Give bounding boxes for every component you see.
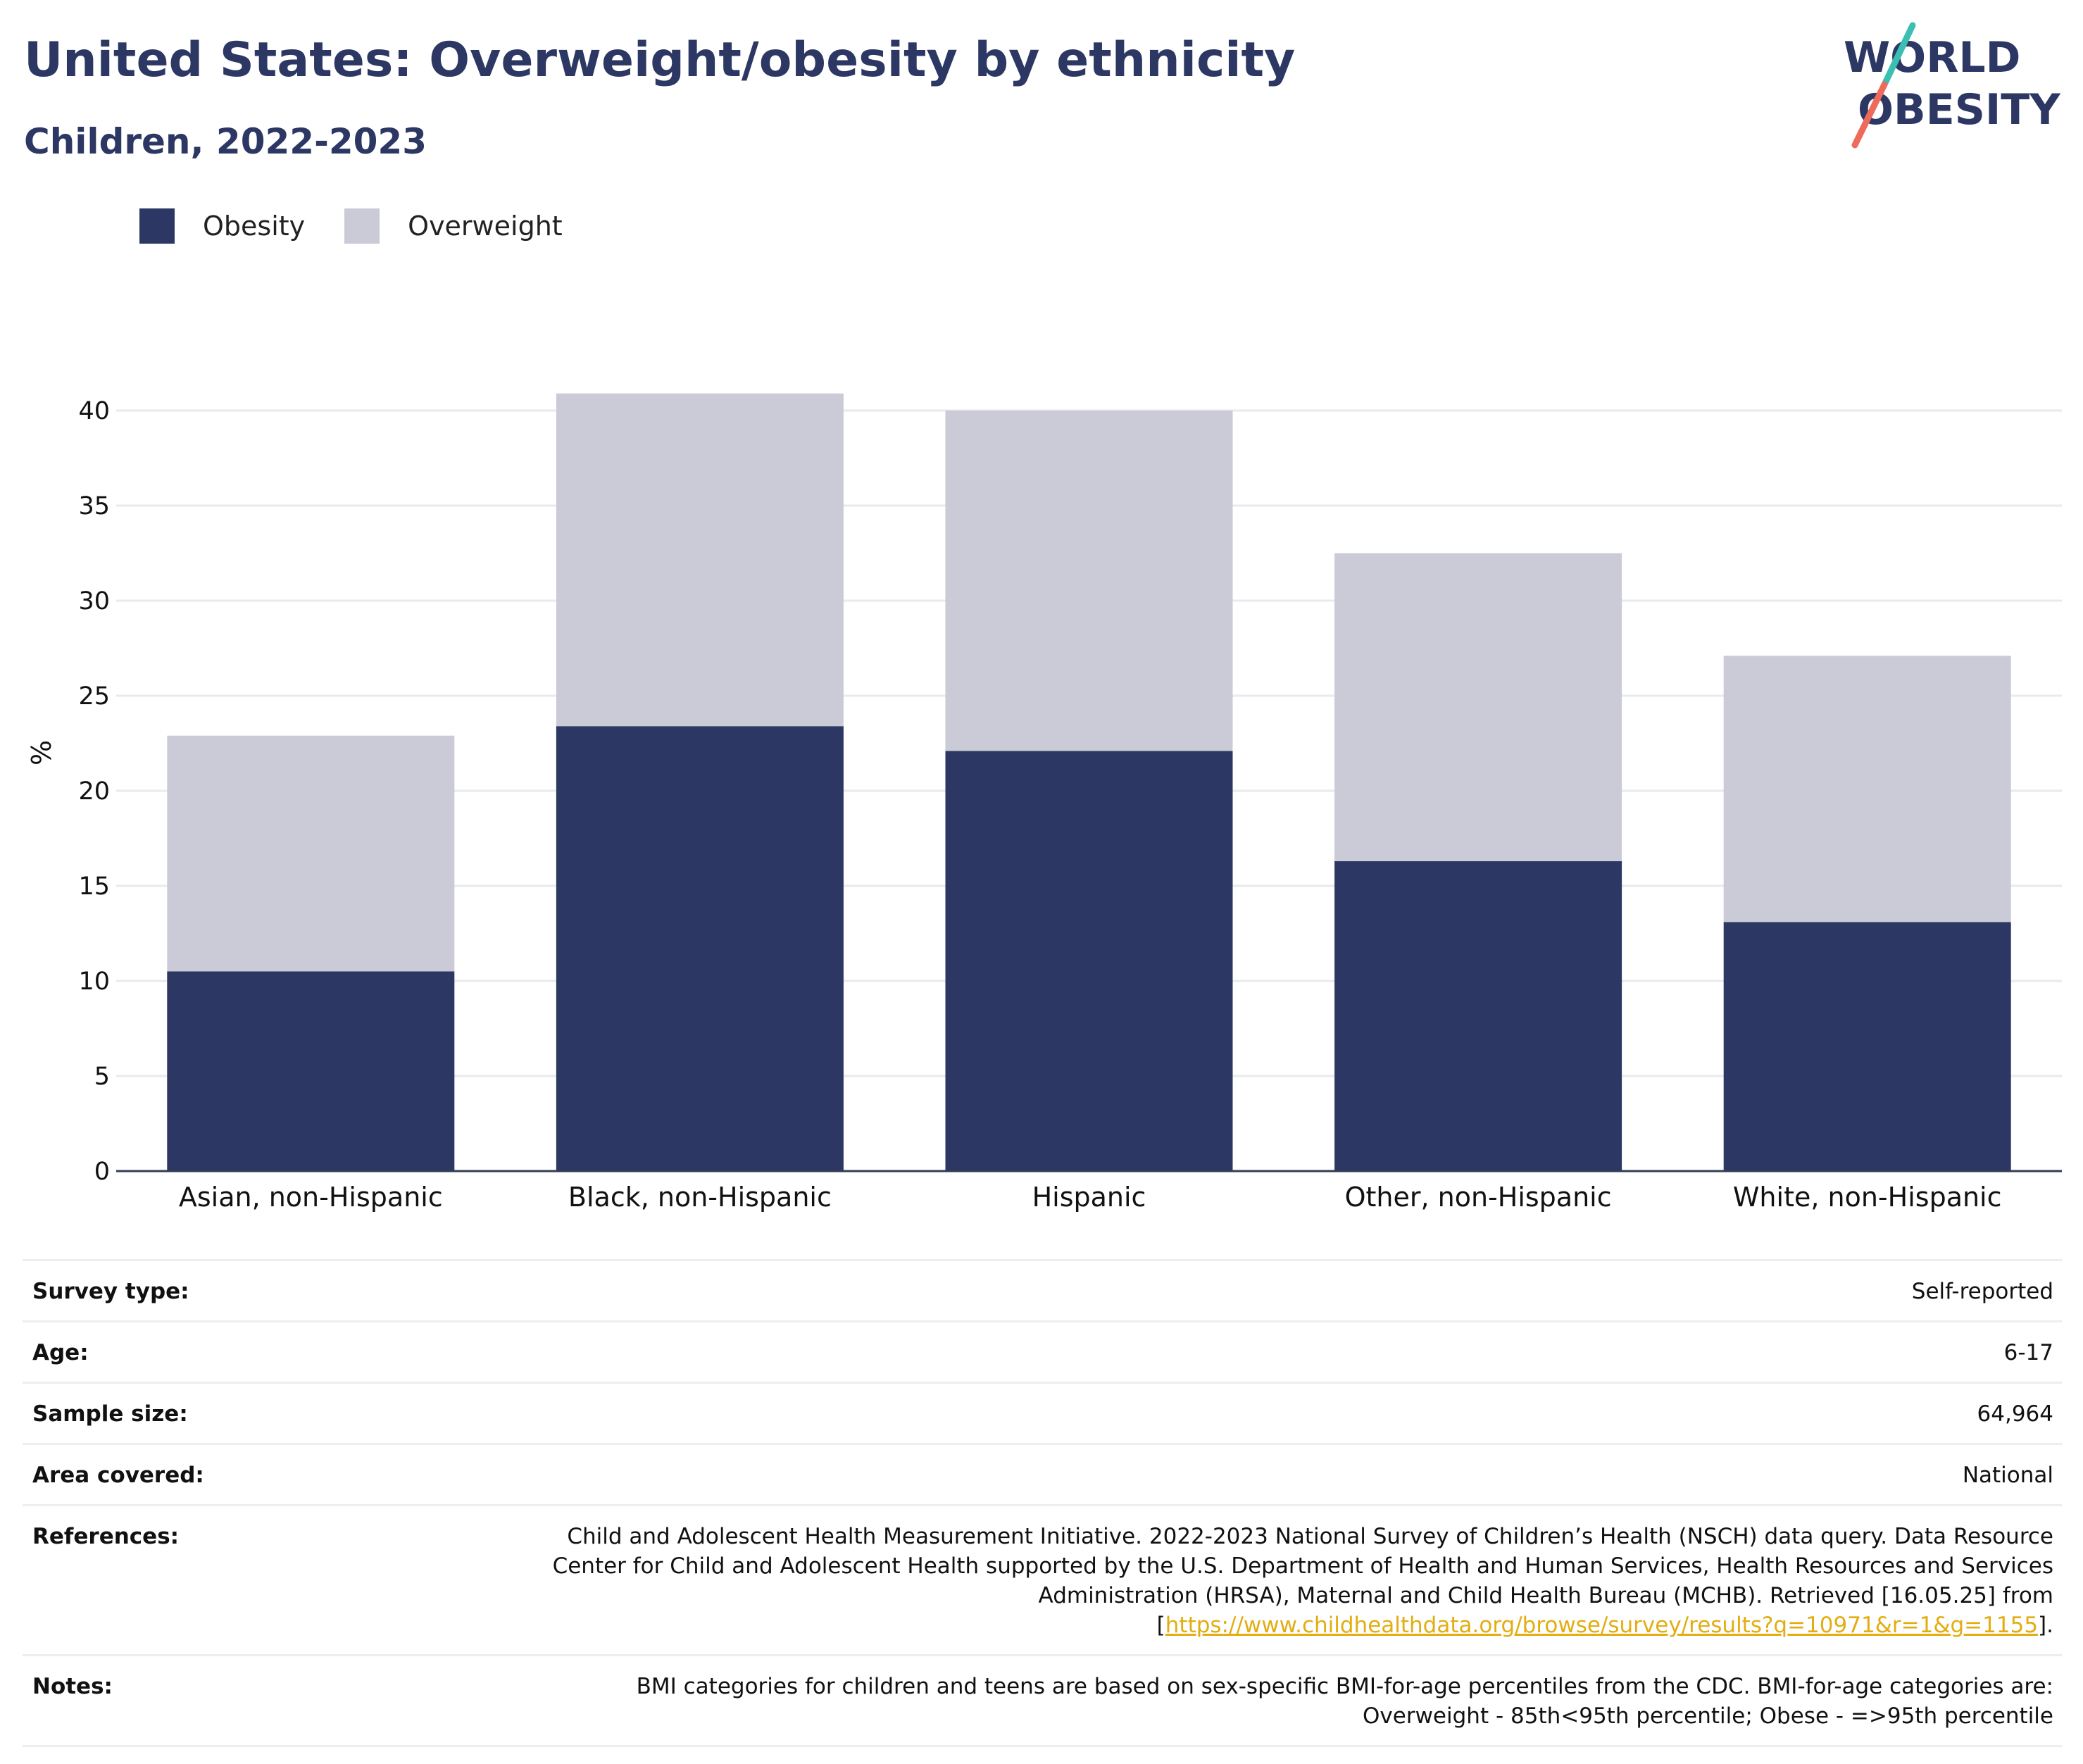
logo-line-1: WORLD — [1844, 33, 2020, 82]
legend-swatch-obesity — [139, 208, 175, 244]
bar-overweight[interactable] — [1723, 656, 2011, 922]
legend-label-obesity: Obesity — [203, 211, 306, 242]
y-tick-label: 0 — [94, 1158, 110, 1186]
x-category-label: White, non-Hispanic — [1733, 1182, 2002, 1213]
bar-obesity[interactable] — [1334, 861, 1622, 1171]
meta-row-sample-size: Sample size: 64,964 — [23, 1382, 2062, 1443]
y-tick-label: 5 — [94, 1063, 110, 1091]
meta-label-survey-type: Survey type: — [32, 1279, 189, 1304]
stacked-bar-chart: 0 5 10 15 20 25 30 35 40% Asian, non-Hispanic Blac… — [26, 393, 2062, 1213]
meta-value-notes: BMI categories for children and teens ar… — [636, 1674, 2053, 1729]
meta-value-references: Child and Adolescent Health Measurement … — [504, 1522, 2053, 1640]
logo-line-2: OBESITY — [1858, 85, 2061, 135]
bar-overweight[interactable] — [167, 735, 455, 972]
legend-label-overweight: Overweight — [408, 211, 563, 242]
meta-label-references: References: — [32, 1524, 180, 1549]
meta-value-area-covered: National — [1962, 1463, 2053, 1488]
y-tick-label: 40 — [78, 397, 110, 425]
meta-row-area-covered: Area covered: National — [23, 1443, 2062, 1504]
references-text: Child and Adolescent Health Measurement … — [552, 1524, 2053, 1638]
meta-row-references: References: Child and Adolescent Health … — [23, 1504, 2062, 1654]
bar-obesity[interactable] — [167, 971, 455, 1172]
bar-obesity[interactable] — [556, 726, 844, 1171]
meta-value-survey-type: Self-reported — [1911, 1279, 2053, 1304]
meta-value-sample-size: 64,964 — [1977, 1401, 2053, 1427]
meta-label-area-covered: Area covered: — [32, 1463, 204, 1488]
logo-slash-coral — [1851, 81, 1888, 149]
y-tick-label: 15 — [78, 872, 110, 901]
meta-value-age: 6-17 — [2003, 1340, 2053, 1365]
legend-item-overweight[interactable]: Overweight — [344, 208, 563, 244]
y-tick-label: 20 — [78, 777, 110, 806]
y-axis-label: % — [26, 740, 57, 765]
y-tick-label: 10 — [78, 968, 110, 996]
y-tick-label: 30 — [78, 587, 110, 615]
meta-row-age: Age: 6-17 — [23, 1320, 2062, 1382]
bar-overweight[interactable] — [1334, 553, 1622, 861]
y-tick-label: 35 — [78, 492, 110, 520]
x-category-label: Other, non-Hispanic — [1345, 1182, 1612, 1213]
meta-label-sample-size: Sample size: — [32, 1401, 188, 1427]
references-suffix: ]. — [2038, 1613, 2053, 1638]
legend-swatch-overweight — [344, 208, 380, 244]
y-tick-label: 25 — [78, 682, 110, 711]
page-subtitle: Children, 2022-2023 — [24, 121, 427, 162]
world-obesity-logo: WORLD OBESITY — [1844, 22, 2061, 149]
meta-label-notes: Notes: — [32, 1674, 113, 1699]
meta-label-age: Age: — [32, 1340, 89, 1365]
bar-overweight[interactable] — [556, 393, 844, 727]
bar-obesity[interactable] — [945, 751, 1233, 1171]
chart-legend: Obesity Overweight — [139, 208, 602, 244]
x-category-label: Hispanic — [1032, 1182, 1146, 1213]
bar-obesity[interactable] — [1723, 922, 2011, 1171]
legend-item-obesity[interactable]: Obesity — [139, 208, 305, 244]
meta-row-survey-type: Survey type: Self-reported — [23, 1259, 2062, 1320]
survey-metadata-table: Survey type: Self-reported Age: 6-17 Sam… — [23, 1259, 2062, 1747]
meta-row-notes: Notes: BMI categories for children and t… — [23, 1654, 2062, 1747]
bar-overweight[interactable] — [945, 411, 1233, 751]
references-link[interactable]: https://www.childhealthdata.org/browse/s… — [1165, 1613, 2039, 1638]
page-title: United States: Overweight/obesity by eth… — [24, 32, 1296, 88]
x-category-label: Asian, non-Hispanic — [179, 1182, 443, 1213]
logo-slash-teal — [1881, 22, 1916, 88]
x-category-label: Black, non-Hispanic — [568, 1182, 832, 1213]
